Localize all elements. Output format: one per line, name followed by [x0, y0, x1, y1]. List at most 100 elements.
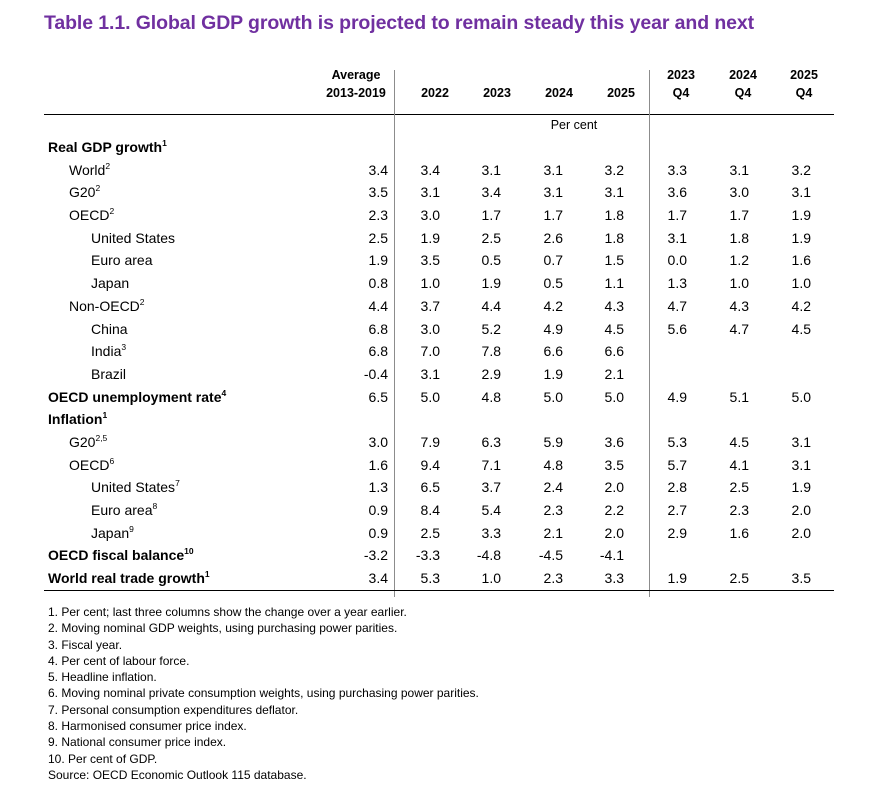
- table-row: OECD2 2.3 3.0 1.7 1.7 1.8 1.7 1.7 1.9: [44, 204, 834, 227]
- table-cell: 4.5: [729, 433, 749, 450]
- row-label: India3: [91, 340, 126, 363]
- table-cell: 1.9: [791, 479, 811, 496]
- table-cell: 3.5: [604, 456, 624, 473]
- table-cell: 5.0: [791, 388, 811, 405]
- table-cell: 2.9: [667, 524, 687, 541]
- table-cell: 6.8: [368, 343, 388, 360]
- footnote: 4. Per cent of labour force.: [48, 653, 190, 668]
- table-row: Japan9 0.9 2.5 3.3 2.1 2.0 2.9 1.6 2.0: [44, 522, 834, 545]
- table-cell: 1.2: [729, 252, 749, 269]
- col-header-line2: 2025: [607, 86, 635, 100]
- row-label-text: Non-OECD: [69, 297, 140, 314]
- table-cell: 3.0: [729, 184, 749, 201]
- row-label-text: Japan: [91, 524, 130, 541]
- table-cell: 4.4: [481, 297, 501, 314]
- row-label-text: Inflation: [48, 411, 103, 428]
- table-cell: 3.4: [481, 184, 501, 201]
- table-cell: 1.3: [368, 479, 388, 496]
- table-cell: 3.1: [481, 161, 501, 178]
- row-label-text: OECD unemployment rate: [48, 388, 222, 405]
- table-cell: 3.0: [420, 320, 440, 337]
- table-cell: 5.9: [543, 433, 563, 450]
- table-cell: 5.2: [481, 320, 501, 337]
- table-cell: 3.3: [604, 570, 624, 587]
- table-cell: 4.8: [481, 388, 501, 405]
- col-header-line2: 2024: [545, 86, 573, 100]
- table-cell: 5.3: [420, 570, 440, 587]
- table-cell: 7.8: [481, 343, 501, 360]
- footnote: 8. Harmonised consumer price index.: [48, 719, 247, 734]
- table-cell: 1.1: [604, 275, 624, 292]
- table-row: India3 6.8 7.0 7.8 6.6 6.6: [44, 340, 834, 363]
- table-cell: 1.5: [604, 252, 624, 269]
- table-cell: 3.4: [368, 570, 388, 587]
- table-row: Japan 0.8 1.0 1.9 0.5 1.1 1.3 1.0 1.0: [44, 272, 834, 295]
- table-row: OECD fiscal balance10 -3.2 -3.3 -4.8 -4.5 -4.…: [44, 544, 834, 567]
- table-cell: 3.2: [604, 161, 624, 178]
- table-cell: 4.7: [667, 297, 687, 314]
- footnote-marker: 1: [204, 569, 210, 580]
- col-header-2024: 2024: [534, 84, 584, 102]
- footnote-marker: 10: [184, 546, 194, 557]
- table-cell: 0.9: [368, 502, 388, 518]
- table-cell: 2.3: [729, 502, 749, 518]
- row-label: United States: [91, 227, 175, 250]
- col-header-line1: 2025: [790, 68, 818, 82]
- table-cell: 0.5: [543, 275, 563, 292]
- row-label: OECD unemployment rate4: [48, 386, 226, 409]
- table-cell: 1.9: [791, 229, 811, 246]
- table-cell: 3.5: [420, 252, 440, 269]
- col-header-average: Average 2013-2019: [314, 66, 398, 102]
- table-header: Average 2013-2019 2022 2023 2024 2025 20…: [44, 62, 834, 115]
- col-header-2023-q4: 2023 Q4: [656, 66, 706, 102]
- row-label: OECD6: [69, 454, 114, 477]
- table-cell: 3.3: [481, 524, 501, 541]
- table-cell: 2.0: [791, 524, 811, 541]
- row-label-text: G20: [69, 433, 96, 450]
- table-cell: 5.0: [604, 388, 624, 405]
- footnote: 10. Per cent of GDP.: [48, 751, 158, 766]
- table-cell: 3.4: [420, 161, 440, 178]
- row-label: OECD2: [69, 204, 114, 227]
- col-header-2024-q4: 2024 Q4: [718, 66, 768, 102]
- table-cell: 3.1: [791, 184, 811, 201]
- row-label: World2: [69, 159, 110, 182]
- table-row: G202,5 3.0 7.9 6.3 5.9 3.6 5.3 4.5 3.1: [44, 431, 834, 454]
- footnote-marker: 6: [109, 455, 115, 466]
- table-cell: 2.5: [368, 229, 388, 246]
- row-label-text: United States: [91, 479, 176, 496]
- row-label: G202,5: [69, 431, 107, 454]
- footnote: 5. Headline inflation.: [48, 670, 157, 685]
- table-cell: 3.1: [729, 161, 749, 178]
- table-cell: 3.1: [791, 433, 811, 450]
- footnote-marker: 7: [175, 478, 180, 489]
- table-cell: 1.6: [368, 456, 388, 473]
- table-cell: 3.2: [791, 161, 811, 178]
- footnote-marker: 2: [95, 183, 101, 194]
- row-label: Brazil: [91, 363, 126, 386]
- table-cell: 2.1: [604, 365, 624, 382]
- table-cell: 1.7: [729, 207, 749, 224]
- row-label-text: OECD: [69, 207, 110, 224]
- table-cell: 6.6: [543, 343, 563, 360]
- row-label-text: World real trade growth: [48, 570, 205, 587]
- table-cell: 4.2: [791, 297, 811, 314]
- row-label: OECD fiscal balance10: [48, 544, 194, 567]
- table-cell: 4.5: [604, 320, 624, 337]
- table-cell: 0.5: [481, 252, 501, 269]
- table-cell: 4.3: [729, 297, 749, 314]
- table-cell: 2.4: [543, 479, 563, 496]
- table-cell: 3.1: [420, 184, 440, 201]
- row-label: Non-OECD2: [69, 295, 145, 318]
- row-label-text: OECD: [69, 456, 110, 473]
- footnote-marker: 2: [139, 296, 145, 307]
- table-cell: 3.1: [543, 184, 563, 201]
- col-header-line2: Q4: [795, 86, 813, 100]
- table-cell: 3.0: [368, 433, 388, 450]
- col-header-2022: 2022: [410, 84, 460, 102]
- table-cell: 2.0: [604, 479, 624, 496]
- col-header-line1: 2024: [729, 68, 757, 82]
- table-cell: 4.2: [543, 297, 563, 314]
- table-row: OECD unemployment rate4 6.5 5.0 4.8 5.0 5.0 4.…: [44, 386, 834, 409]
- table-row: United States 2.5 1.9 2.5 2.6 1.8 3.1 1.8 1.9: [44, 227, 834, 250]
